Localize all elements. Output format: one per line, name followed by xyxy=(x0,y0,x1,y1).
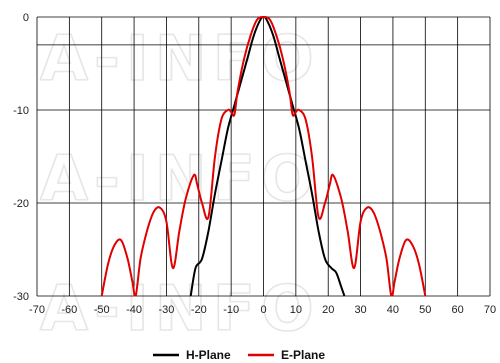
x-tick-label: 40 xyxy=(387,304,399,316)
y-tick-label: 0 xyxy=(23,12,29,24)
x-tick-label: -60 xyxy=(61,304,77,316)
x-tick-label: -40 xyxy=(126,304,142,316)
series-line-h-plane xyxy=(189,15,346,296)
legend-label-h-plane: H-Plane xyxy=(186,348,231,362)
x-tick-labels: -70 -60 -50 -40 -30 -20 -10 0 10 20 30 40 50 60 70 xyxy=(29,304,496,316)
watermark-text: A-INFO xyxy=(40,272,320,345)
x-tick-label: 60 xyxy=(452,304,464,316)
x-tick-label: 70 xyxy=(484,304,496,316)
legend: H-Plane E-Plane xyxy=(153,348,325,362)
x-tick-label: -20 xyxy=(191,304,207,316)
grid-lines xyxy=(36,16,491,297)
series-line-e-plane xyxy=(100,15,427,296)
series-lines xyxy=(100,15,427,296)
watermark-layer: A-INFO A-INFO A-INFO xyxy=(39,21,320,346)
legend-label-e-plane: E-Plane xyxy=(281,348,325,362)
y-tick-label: -10 xyxy=(13,105,29,117)
x-tick-label: -30 xyxy=(158,304,174,316)
y-tick-labels: 0 -10 -20 -30 xyxy=(13,12,29,303)
x-tick-label: -10 xyxy=(223,304,239,316)
y-tick-label: -20 xyxy=(13,198,29,210)
x-tick-label: 20 xyxy=(322,304,334,316)
x-tick-label: 50 xyxy=(419,304,431,316)
y-tick-label: -30 xyxy=(13,291,29,303)
x-tick-label: 0 xyxy=(260,304,266,316)
x-tick-label: 30 xyxy=(354,304,366,316)
x-tick-label: 10 xyxy=(290,304,302,316)
watermark-text: A-INFO xyxy=(40,22,320,95)
watermark-text: A-INFO xyxy=(40,142,320,215)
x-tick-label: -50 xyxy=(94,304,110,316)
x-tick-label: -70 xyxy=(29,304,45,316)
